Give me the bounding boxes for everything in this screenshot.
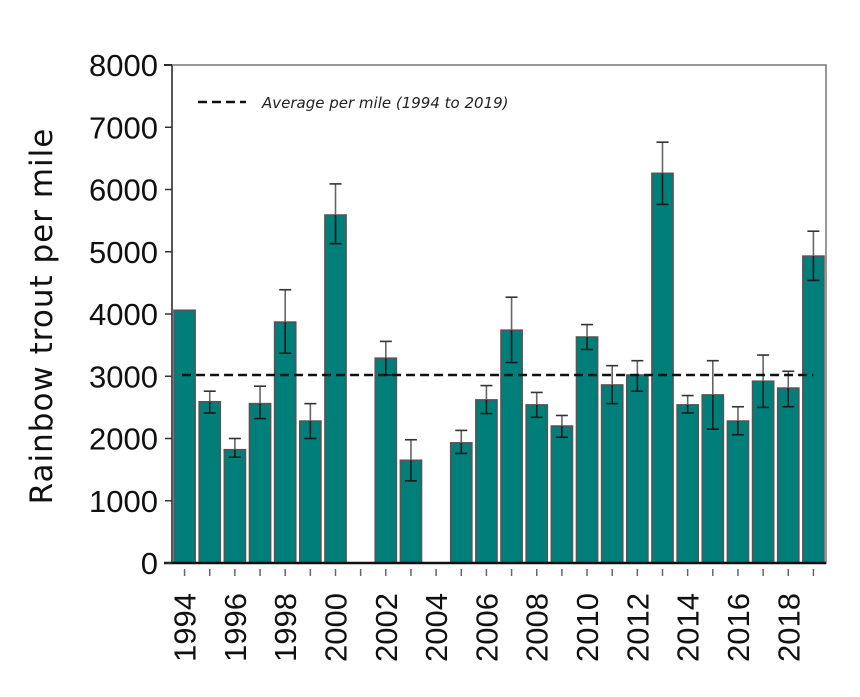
error-bar-1996 <box>228 437 241 458</box>
bar-2013 <box>651 172 674 564</box>
y-tick-label-4000: 4000 <box>89 297 158 332</box>
bar-1999 <box>298 420 322 564</box>
y-axis-label: Rainbow trout per mile <box>24 128 60 505</box>
x-ticks-group: 1994 1996 1998 2000 2002 2004 2006 2008 2010 2012… <box>168 569 815 662</box>
bar-2018 <box>776 387 800 564</box>
error-bar-1999 <box>304 402 317 440</box>
error-bar-2015 <box>706 359 719 430</box>
error-bar-2017 <box>757 354 770 409</box>
y-tick-label-2000: 2000 <box>89 422 158 457</box>
error-bar-2006 <box>480 384 493 415</box>
x-tick-label-2008: 2008 <box>520 593 555 662</box>
y-tick-label-3000: 3000 <box>89 359 158 394</box>
x-tick-label-2012: 2012 <box>620 593 655 662</box>
error-bar-2007 <box>505 296 518 364</box>
bar-2000 <box>324 214 347 564</box>
error-bar-2011 <box>606 364 619 405</box>
bar-2009 <box>550 425 574 564</box>
bar-1994 <box>173 309 196 564</box>
x-tick-label-2004: 2004 <box>419 593 454 662</box>
x-tick-label-2014: 2014 <box>671 593 706 662</box>
bar-2007 <box>500 329 523 564</box>
error-bar-2019 <box>807 230 820 282</box>
x-tick-label-2002: 2002 <box>369 593 404 662</box>
x-tick-label-2000: 2000 <box>319 593 354 662</box>
bar-2014 <box>676 404 700 564</box>
error-bar-2013 <box>656 141 669 206</box>
error-bar-2003 <box>404 438 417 482</box>
y-tick-label-1000: 1000 <box>89 484 158 519</box>
bar-1995 <box>198 400 222 564</box>
bars-group <box>173 172 825 564</box>
error-bar-1998 <box>279 288 292 355</box>
y-tick-label-8000: 8000 <box>89 48 158 83</box>
x-tick-label-1996: 1996 <box>218 593 253 662</box>
bar-2005 <box>449 442 473 564</box>
bar-2019 <box>802 255 825 564</box>
error-bars-group <box>203 141 820 482</box>
bar-2010 <box>575 336 599 564</box>
x-tick-label-1994: 1994 <box>168 593 203 662</box>
bar-1997 <box>248 402 272 564</box>
error-bar-2005 <box>455 429 468 455</box>
x-tick-label-2006: 2006 <box>469 593 504 662</box>
error-bar-2016 <box>731 405 744 436</box>
error-bar-2014 <box>681 394 694 414</box>
error-bar-2010 <box>581 323 594 351</box>
legend-label: Average per mile (1994 to 2019) <box>261 94 509 112</box>
legend: Average per mile (1994 to 2019) <box>198 94 509 112</box>
bar-2012 <box>625 374 649 564</box>
y-tick-label-0: 0 <box>141 546 158 581</box>
bar-2017 <box>751 380 775 564</box>
error-bar-1997 <box>254 385 267 420</box>
bar-2008 <box>525 404 549 564</box>
y-tick-label-7000: 7000 <box>89 110 158 145</box>
bar-1996 <box>223 448 247 564</box>
y-ticks-group: 0 1000 2000 3000 4000 5000 6000 7000 8000 <box>89 48 172 581</box>
y-tick-label-5000: 5000 <box>89 235 158 270</box>
error-bar-2000 <box>329 183 342 245</box>
bar-2006 <box>475 399 498 564</box>
x-tick-label-1998: 1998 <box>268 593 303 662</box>
error-bar-1995 <box>203 390 216 414</box>
x-tick-label-2010: 2010 <box>570 593 605 662</box>
x-tick-label-2016: 2016 <box>721 593 756 662</box>
bar-2002 <box>374 357 398 564</box>
bar-1998 <box>273 321 297 564</box>
bar-2016 <box>726 420 750 564</box>
error-bar-2008 <box>530 391 543 419</box>
y-tick-label-6000: 6000 <box>89 173 158 208</box>
bar-2011 <box>600 384 624 564</box>
error-bar-2012 <box>631 359 644 392</box>
error-bar-2009 <box>555 414 568 439</box>
x-tick-label-2018: 2018 <box>771 593 806 662</box>
